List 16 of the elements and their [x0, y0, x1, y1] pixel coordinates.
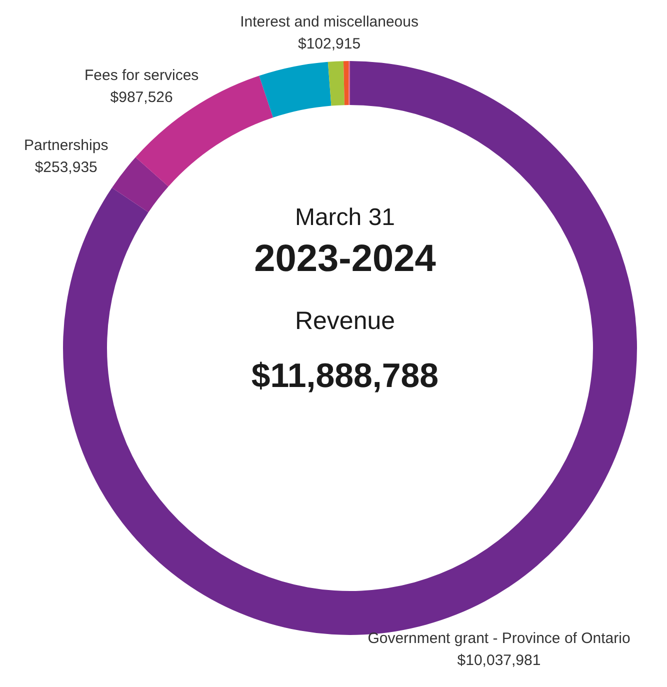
donut-slice [112, 157, 168, 212]
text: March 31 [294, 204, 396, 231]
slice-label: Interest and miscellaneous [240, 13, 418, 30]
text: $11,888,788 [251, 357, 439, 395]
text: Revenue [294, 307, 396, 335]
data-label: $987,526 [110, 89, 173, 106]
slice-label: Fees for services [84, 67, 199, 84]
text: 2023-2024 [254, 238, 436, 280]
donut-slice [343, 61, 349, 106]
donut-slice [259, 62, 332, 118]
data-label: $10,037,981 [457, 652, 541, 670]
slice-label: Partnerships [24, 136, 108, 154]
slice-label: Government grant - Province of Ontario [368, 630, 630, 648]
donut-slice [328, 61, 344, 106]
data-label: $253,935 [34, 158, 98, 176]
data-label: $102,915 [298, 35, 361, 52]
